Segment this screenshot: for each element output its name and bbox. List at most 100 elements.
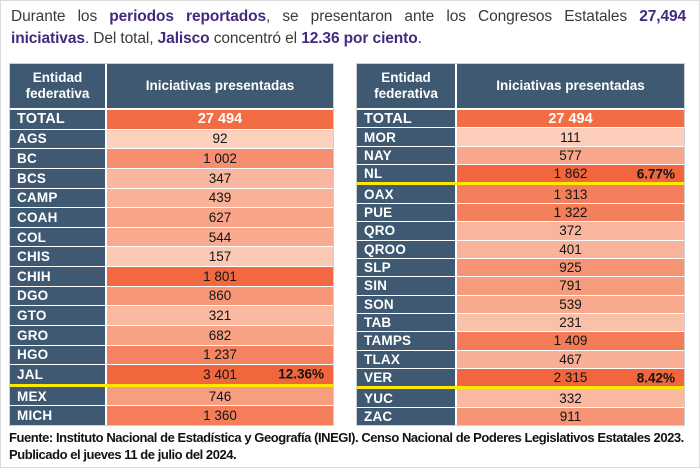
value-text: 1 322 — [553, 204, 588, 220]
table-row: SON 539 — [357, 295, 684, 314]
table-row: AGS 92 — [10, 129, 333, 150]
value-text: 27 494 — [548, 110, 593, 127]
value-cell: 577 — [457, 146, 684, 165]
entity-cell: OAX — [357, 185, 457, 203]
entity-cell: ZAC — [357, 407, 457, 426]
value-cell: 111 — [457, 128, 684, 146]
value-text: 27 494 — [197, 111, 243, 128]
table-row: YUC 332 — [357, 389, 684, 408]
entity-cell: SLP — [357, 258, 457, 277]
value-text: 1 409 — [553, 333, 588, 349]
entity-cell: SON — [357, 295, 457, 313]
table-row: NAY 577 — [357, 146, 684, 166]
entity-cell: QROO — [357, 240, 457, 258]
column-header-initiatives: Iniciativas presentadas — [107, 64, 333, 110]
entity-cell: NL — [357, 165, 457, 183]
value-text: 347 — [208, 170, 232, 186]
entity-cell: CHIS — [10, 247, 107, 266]
table-row: CAMP 439 — [10, 188, 333, 209]
entity-cell: HGO — [10, 345, 107, 365]
value-cell: 925 — [457, 258, 684, 277]
table-right-body: TOTAL 27 494 MOR 111 NAY 577 NL 1 862 6.77% OAX 1 … — [357, 110, 684, 426]
entity-cell: JAL — [10, 365, 107, 384]
value-cell: 1 237 — [107, 345, 333, 365]
entity-cell: TLAX — [357, 350, 457, 369]
table-row-total: TOTAL 27 494 — [10, 110, 333, 130]
value-cell: 157 — [107, 247, 333, 266]
table-left-body: TOTAL 27 494 AGS 92 BC 1 002 BCS 347 CAMP 439 COAH… — [10, 110, 333, 425]
column-header-entity: Entidad federativa — [10, 64, 107, 110]
table-row: QROO 401 — [357, 240, 684, 259]
entity-cell: TOTAL — [10, 110, 107, 129]
value-text: 925 — [559, 260, 582, 276]
source-note: Fuente: Instituto Nacional de Estadístic… — [9, 430, 684, 463]
value-cell: 332 — [457, 389, 684, 407]
table-row: TAMPS 1 409 — [357, 332, 684, 351]
headline-segment: concentró el — [209, 29, 302, 47]
table-row: COAH 627 — [10, 208, 333, 228]
value-cell: 682 — [107, 325, 333, 345]
table-row: JAL 3 401 12.36% — [10, 365, 333, 387]
value-cell: 539 — [457, 295, 684, 313]
entity-cell: COL — [10, 227, 107, 247]
table-row: PUE 1 322 — [357, 203, 684, 223]
table-row: MOR 111 — [357, 128, 684, 147]
value-text: 231 — [559, 315, 582, 331]
value-text: 911 — [559, 408, 582, 424]
value-text: 321 — [208, 308, 232, 324]
value-text: 1 002 — [203, 151, 237, 167]
value-cell: 746 — [107, 386, 333, 406]
value-text: 539 — [559, 296, 582, 312]
value-cell: 791 — [457, 277, 684, 295]
table-row: DGO 860 — [10, 286, 333, 307]
table-row: BC 1 002 — [10, 149, 333, 169]
percent-annotation: 8.42% — [636, 370, 675, 386]
value-cell: 1 801 — [107, 267, 333, 286]
percent-annotation: 12.36% — [278, 366, 324, 382]
headline-segment: . — [417, 29, 422, 47]
value-cell: 467 — [457, 350, 684, 369]
value-text: 860 — [208, 288, 232, 304]
entity-cell: DGO — [10, 286, 107, 306]
headline-segment: 27,494 iniciativas — [11, 8, 687, 47]
headline-segment: periodos reportados — [109, 8, 267, 25]
value-cell: 27 494 — [457, 110, 684, 128]
value-text: 111 — [560, 129, 581, 145]
table-row: CHIS 157 — [10, 247, 333, 267]
value-text: 1 313 — [553, 186, 588, 202]
entity-cell: CAMP — [10, 188, 107, 208]
entity-cell: TOTAL — [357, 110, 457, 128]
entity-cell: PUE — [357, 203, 457, 222]
source-note-line1: Fuente: Instituto Nacional de Estadístic… — [9, 430, 684, 445]
value-cell: 92 — [107, 129, 333, 149]
percent-annotation: 6.77% — [636, 166, 675, 182]
headline: Durante los periodos reportados, se pres… — [11, 6, 686, 49]
value-cell: 372 — [457, 222, 684, 240]
value-text: 544 — [208, 229, 232, 245]
table-left: Entidad federativa Iniciativas presentad… — [9, 63, 334, 426]
entity-cell: BCS — [10, 168, 107, 188]
value-cell: 1 002 — [107, 149, 333, 168]
headline-segment: . Del total, — [84, 29, 158, 47]
value-text: 2 315 — [553, 370, 588, 386]
value-text: 577 — [559, 147, 582, 163]
table-row: QRO 372 — [357, 222, 684, 241]
table-row-total: TOTAL 27 494 — [357, 110, 684, 129]
value-text: 682 — [208, 327, 232, 343]
entity-cell: AGS — [10, 129, 107, 149]
entity-cell: YUC — [357, 389, 457, 407]
value-text: 467 — [559, 351, 582, 367]
value-cell: 439 — [107, 188, 333, 208]
value-cell: 231 — [457, 313, 684, 332]
table-row: SLP 925 — [357, 258, 684, 278]
entity-cell: NAY — [357, 146, 457, 165]
entity-cell: TAMPS — [357, 332, 457, 350]
entity-cell: MOR — [357, 128, 457, 146]
value-cell: 1 409 — [457, 332, 684, 350]
entity-cell: TAB — [357, 313, 457, 332]
entity-cell: COAH — [10, 208, 107, 227]
value-text: 1 862 — [553, 166, 588, 182]
value-cell: 1 322 — [457, 203, 684, 222]
table-right-header: Entidad federativa Iniciativas presentad… — [357, 64, 684, 110]
value-text: 627 — [208, 209, 232, 225]
